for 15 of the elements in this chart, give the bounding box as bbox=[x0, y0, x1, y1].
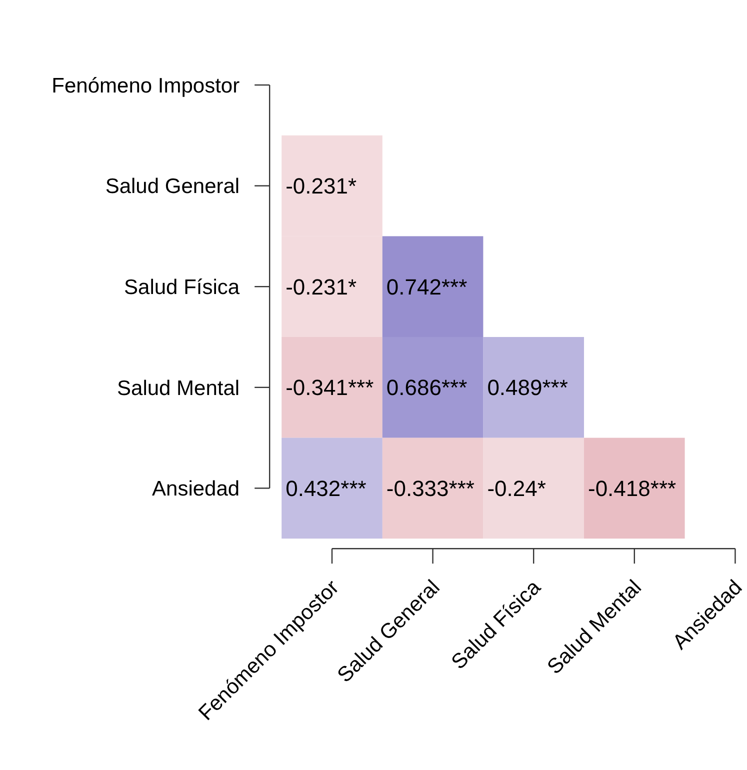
y-tick-label: Salud Física bbox=[124, 276, 240, 299]
data-label: -0.341*** bbox=[286, 375, 374, 400]
data-label: -0.418*** bbox=[588, 476, 677, 501]
y-tick-label: Ansiedad bbox=[152, 478, 240, 501]
data-label: -0.333*** bbox=[386, 476, 475, 501]
y-tick-label: Salud General bbox=[105, 175, 240, 198]
y-tick-label: Salud Mental bbox=[117, 376, 240, 400]
y-tick-label: Fenómeno Impostor bbox=[52, 74, 240, 98]
data-label: 0.432*** bbox=[286, 476, 367, 501]
data-label: 0.742*** bbox=[386, 274, 468, 300]
data-label: 0.686*** bbox=[386, 375, 468, 400]
data-label: -0.24* bbox=[487, 476, 546, 501]
data-label: -0.231* bbox=[286, 274, 357, 300]
data-label: 0.489*** bbox=[487, 375, 568, 400]
data-label: -0.231* bbox=[286, 174, 357, 198]
